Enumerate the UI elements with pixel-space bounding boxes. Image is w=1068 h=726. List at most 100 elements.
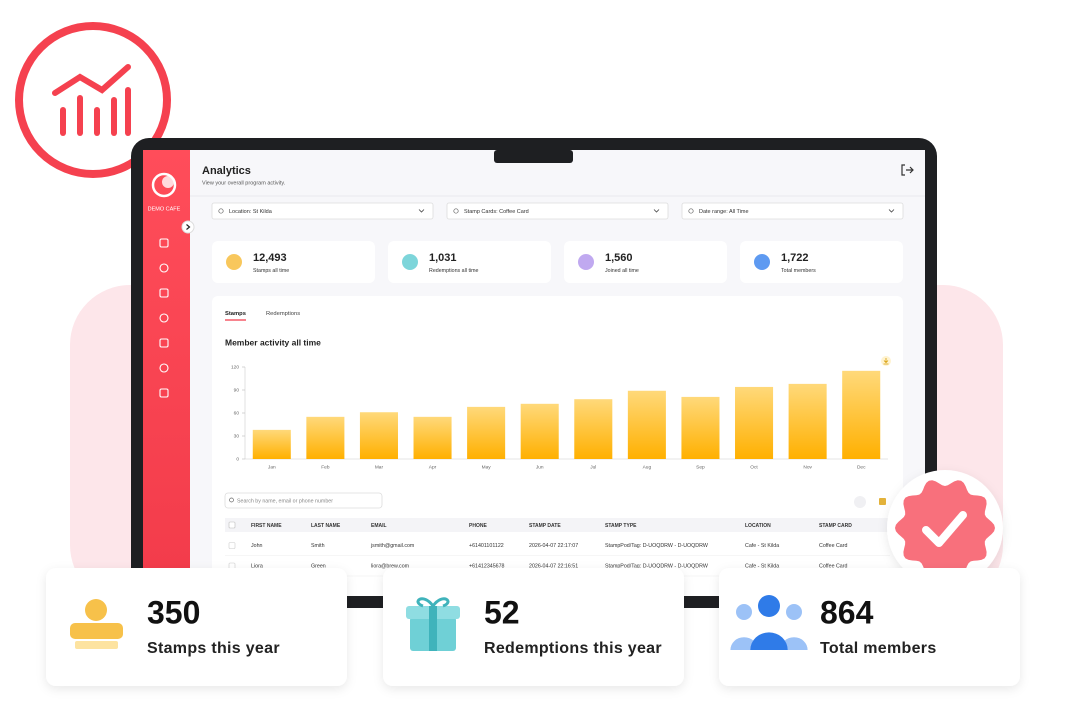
table-cell: StampPod/Tag: D-UOQDRW - D-UOQDRW — [605, 563, 708, 569]
logout-icon[interactable] — [901, 164, 914, 176]
bar — [413, 416, 452, 459]
checkbox[interactable] — [228, 521, 236, 529]
dropdown-caret — [418, 209, 425, 213]
export-button[interactable] — [854, 496, 866, 508]
table-cell: +61401101122 — [469, 543, 504, 549]
stat-label: Stamps all time — [253, 268, 289, 274]
x-tick-label: Apr — [429, 464, 437, 470]
collapse-button[interactable] — [181, 220, 195, 234]
brand-logo — [151, 172, 177, 198]
column-header[interactable]: FIRST NAME — [251, 523, 282, 529]
member-icon-head — [736, 604, 752, 620]
stat-icon — [226, 254, 242, 270]
bar — [735, 386, 774, 459]
filter-dropdown[interactable] — [211, 202, 434, 220]
stamp-icon-base — [70, 623, 123, 639]
x-tick-label: Jul — [590, 464, 596, 470]
chart-title: Member activity all time — [225, 337, 321, 347]
table-cell: Green — [311, 563, 326, 569]
stat-label: Total members — [781, 268, 816, 274]
y-tick-label: 30 — [234, 433, 240, 439]
column-header[interactable]: STAMP DATE — [529, 523, 561, 529]
highlight-label: Total members — [820, 640, 937, 657]
y-tick-label: 0 — [236, 456, 239, 462]
stat-value: 12,493 — [253, 252, 287, 264]
filter-label: Location: St Kilda — [229, 209, 273, 215]
trend-icon — [52, 64, 131, 136]
highlight-card — [383, 568, 684, 686]
nav-icon[interactable] — [159, 238, 169, 248]
table-header — [225, 518, 890, 532]
brand-logo-dot — [162, 176, 174, 188]
filter-label: Stamp Cards: Coffee Card — [464, 209, 529, 215]
sidebar — [143, 150, 190, 595]
stat-label: Joined all time — [605, 268, 639, 274]
table-cell: liora@brew.com — [371, 563, 410, 569]
brand-name: DEMO CAFE — [148, 206, 181, 212]
calendar-button[interactable] — [879, 498, 886, 505]
stat-card — [212, 241, 375, 283]
x-tick-label: Aug — [643, 464, 652, 470]
table-cell: Cafe - St Kilda — [745, 563, 779, 569]
highlight-card — [46, 568, 347, 686]
search-icon — [229, 497, 234, 503]
column-header[interactable]: EMAIL — [371, 523, 387, 529]
trend-badge — [15, 22, 171, 178]
column-header[interactable]: STAMP TYPE — [605, 523, 637, 529]
member-icon-head — [758, 595, 780, 617]
bar — [306, 416, 345, 459]
highlight-label: Redemptions this year — [484, 640, 662, 657]
nav-icon[interactable] — [159, 263, 169, 273]
x-tick-label: Feb — [321, 464, 330, 470]
verified-badge — [895, 480, 995, 576]
column-header[interactable]: LAST NAME — [311, 523, 341, 529]
x-tick-label: Sep — [696, 464, 705, 470]
member-icon-body — [750, 632, 788, 650]
x-tick-label: Oct — [750, 464, 758, 470]
filter-dropdown[interactable] — [446, 202, 669, 220]
filter-dropdown[interactable] — [681, 202, 904, 220]
highlight-card-group: 864 Total members — [719, 568, 1020, 686]
filter-icon — [688, 208, 694, 214]
table-cell: Liora — [251, 563, 263, 569]
collapse-arrow — [186, 224, 191, 230]
gift-icon-bow — [416, 597, 450, 608]
table-cell: 2026-04-07 22:16:51 — [529, 563, 578, 569]
stamp-icon-foot — [75, 641, 118, 649]
table-cell: Coffee Card — [819, 563, 848, 569]
nav-icon[interactable] — [159, 388, 169, 398]
stat-icon — [402, 254, 418, 270]
tab[interactable]: Stamps — [225, 311, 246, 317]
highlight-value: 350 — [147, 594, 200, 630]
checkbox[interactable] — [228, 542, 236, 549]
bar — [359, 412, 398, 459]
bar — [520, 403, 559, 459]
filter-label: Date range: All Time — [699, 209, 749, 215]
tab[interactable]: Redemptions — [266, 311, 300, 317]
gift-icon-ribbon — [429, 606, 437, 651]
table-cell: +61412345678 — [469, 563, 505, 569]
table-cell: Coffee Card — [819, 543, 848, 549]
dropdown-caret — [888, 209, 895, 213]
nav-icon[interactable] — [159, 313, 169, 323]
nav-icon[interactable] — [159, 363, 169, 373]
x-tick-label: Dec — [857, 464, 866, 470]
stat-value: 1,031 — [429, 252, 457, 264]
highlight-card — [719, 568, 1020, 686]
nav-icon[interactable] — [159, 288, 169, 298]
bar — [574, 399, 613, 459]
page-subtitle: View your overall program activity. — [202, 180, 286, 186]
column-header[interactable]: PHONE — [469, 523, 487, 529]
column-header[interactable]: LOCATION — [745, 523, 771, 529]
stamp-icon-head — [85, 599, 107, 621]
column-header[interactable]: STAMP CARD — [819, 523, 852, 529]
bar — [467, 406, 506, 459]
bar — [627, 390, 666, 459]
nav-icon[interactable] — [159, 338, 169, 348]
page-title: Analytics — [202, 165, 251, 177]
table-cell: StampPod/Tag: D-UOQDRW - D-UOQDRW — [605, 543, 708, 549]
search-box[interactable] — [224, 492, 383, 509]
stat-value: 1,722 — [781, 252, 809, 264]
table-cell: John — [251, 543, 263, 549]
